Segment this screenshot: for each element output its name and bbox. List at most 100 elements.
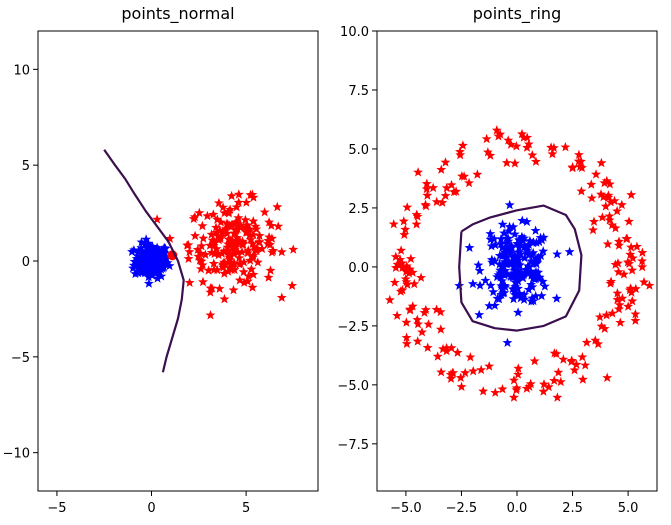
data-point-star (247, 189, 258, 199)
data-point-star (388, 219, 399, 229)
data-point-star (569, 365, 580, 375)
data-point-star (531, 258, 542, 269)
data-point-star (602, 372, 613, 382)
data-point-star (514, 288, 525, 298)
data-point-star (159, 243, 170, 253)
data-point-star (552, 249, 563, 259)
data-point-star (549, 348, 560, 358)
data-point-star (138, 266, 149, 276)
data-point-star (520, 241, 531, 251)
data-point-star (211, 222, 221, 232)
data-point-star (495, 129, 506, 139)
data-point-star (625, 283, 636, 293)
data-point-star (508, 261, 519, 271)
data-point-star (523, 139, 534, 149)
data-point-star (152, 273, 163, 283)
data-point-star (539, 379, 549, 389)
data-point-star (604, 215, 615, 225)
data-point-star (228, 285, 239, 295)
data-point-star (508, 293, 519, 304)
data-point-star (247, 282, 258, 292)
data-point-star (422, 190, 433, 200)
data-point-star (423, 319, 434, 329)
data-point-star (409, 278, 420, 289)
data-point-star (129, 245, 139, 255)
data-point-star (198, 276, 208, 287)
data-point-star (509, 229, 520, 239)
data-point-star (493, 269, 504, 280)
data-point-star (613, 266, 624, 277)
data-point-star (625, 249, 636, 259)
data-point-star (498, 282, 508, 293)
data-point-star (224, 254, 235, 264)
data-point-star (513, 254, 524, 265)
data-point-star (219, 257, 229, 267)
data-point-star (485, 280, 496, 290)
data-point-star (276, 292, 287, 302)
data-point-star (244, 230, 255, 240)
data-point-star (512, 253, 522, 263)
data-point-star (416, 272, 426, 282)
data-point-star (616, 199, 627, 210)
y-tick-label: 0.0 (348, 261, 369, 276)
data-point-star (262, 238, 273, 249)
data-point-star (613, 304, 624, 314)
data-point-star (208, 258, 219, 268)
data-point-star (580, 360, 591, 370)
data-point-star (203, 265, 214, 275)
data-point-star (242, 220, 253, 230)
data-point-star (143, 278, 154, 288)
data-point-star (612, 206, 622, 216)
data-point-star (533, 267, 544, 277)
data-point-star (198, 233, 209, 243)
data-point-star (465, 352, 476, 362)
data-point-star (474, 265, 485, 275)
data-point-star (457, 140, 468, 150)
data-point-star (515, 293, 526, 303)
data-point-star (604, 179, 615, 189)
data-point-star (428, 182, 439, 193)
data-point-star (490, 387, 501, 397)
data-point-star (607, 308, 618, 318)
data-point-star (523, 268, 533, 278)
data-point-star (240, 214, 251, 225)
data-point-star (196, 256, 207, 266)
data-point-star (207, 235, 218, 245)
data-point-star (161, 253, 172, 263)
data-point-star (455, 146, 465, 156)
data-point-star (392, 259, 403, 269)
data-point-star (515, 249, 526, 259)
data-point-star (435, 324, 446, 334)
data-point-star (436, 164, 447, 174)
data-point-star (448, 367, 459, 378)
data-point-star (626, 242, 636, 252)
data-point-star (184, 277, 195, 287)
data-point-star (405, 304, 416, 314)
data-point-star (389, 277, 400, 287)
data-point-star (395, 254, 406, 264)
x-tick-label: 0.0 (507, 501, 528, 516)
data-point-star (485, 228, 496, 239)
data-point-star (475, 280, 485, 290)
y-tick-label: −10 (3, 447, 30, 462)
x-tick-label: 5 (242, 501, 250, 516)
data-point-star (420, 304, 431, 315)
data-point-star (264, 217, 274, 227)
data-point-star (413, 167, 423, 177)
data-point-star (577, 374, 588, 384)
data-point-star (134, 263, 145, 273)
data-point-star (197, 259, 208, 270)
data-point-star (136, 242, 147, 253)
data-point-star (610, 259, 621, 269)
data-point-star (214, 283, 225, 293)
data-point-star (605, 197, 616, 207)
data-point-star (243, 271, 254, 281)
data-point-star (535, 250, 546, 261)
data-point-star (252, 257, 263, 267)
data-point-star (512, 272, 523, 282)
data-point-star (509, 252, 520, 262)
data-point-star (590, 335, 601, 345)
data-point-star (263, 272, 274, 282)
data-point-star (268, 245, 279, 255)
data-point-star (558, 354, 569, 364)
